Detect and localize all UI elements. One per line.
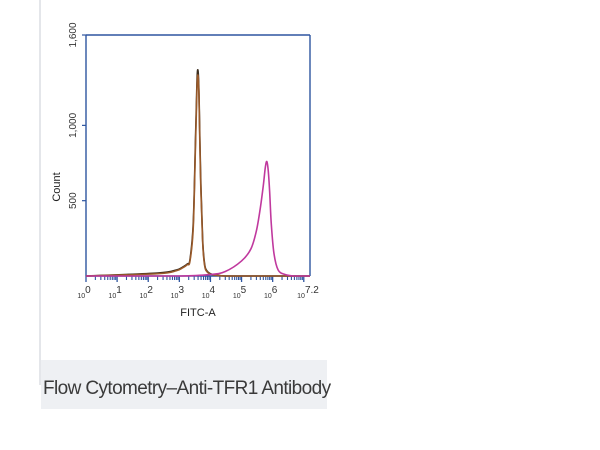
x-tick-base: 10 — [108, 293, 116, 300]
x-tick-base: 10 — [264, 293, 272, 300]
y-tick-label: 1,000 — [68, 112, 79, 137]
x-tick-exp: 6 — [272, 285, 278, 296]
x-tick-exp: 1 — [116, 285, 122, 296]
histogram-series-2 — [85, 74, 310, 277]
x-tick-base: 10 — [140, 293, 148, 300]
x-tick-exp: 4 — [210, 285, 216, 296]
caption-box: Flow Cytometry–Anti-TFR1 Antibody — [41, 360, 331, 409]
figure-caption: Flow Cytometry–Anti-TFR1 Antibody — [43, 378, 331, 399]
x-tick-label: 103 — [171, 285, 185, 300]
x-tick-label: 106 — [264, 285, 278, 300]
x-tick-label: 100 — [77, 285, 91, 300]
x-tick-exp: 3 — [178, 285, 184, 296]
histogram-series-3 — [86, 160, 310, 277]
series-layer — [85, 69, 310, 277]
y-tick-label: 1,600 — [68, 22, 79, 47]
y-tick-label: 500 — [68, 192, 79, 209]
histogram-series-1 — [85, 69, 310, 277]
x-tick-label: 105 — [233, 285, 247, 300]
x-tick-label: 101 — [108, 285, 122, 300]
x-tick-base: 10 — [297, 293, 305, 300]
figure-panel — [41, 0, 327, 360]
x-tick-exp: 0 — [85, 285, 91, 296]
x-tick-exp: 2 — [147, 285, 153, 296]
x-tick-base: 10 — [233, 293, 241, 300]
x-tick-label: 107.2 — [297, 285, 319, 300]
y-axis-title: Count — [51, 172, 63, 201]
x-tick-base: 10 — [202, 293, 210, 300]
x-axis-title: FITC-A — [180, 307, 216, 319]
y-tick-labels: 500 1,000 1,600 — [68, 22, 79, 209]
page-left-rule — [39, 0, 41, 385]
x-tick-label: 104 — [202, 285, 216, 300]
x-tick-exp: 5 — [241, 285, 247, 296]
x-minor-ticks — [85, 276, 305, 282]
x-tick-exp: 7.2 — [305, 285, 319, 296]
x-tick-label: 102 — [140, 285, 154, 300]
x-tick-base: 10 — [77, 293, 85, 300]
x-tick-base: 10 — [171, 293, 179, 300]
y-ticks — [82, 34, 86, 202]
